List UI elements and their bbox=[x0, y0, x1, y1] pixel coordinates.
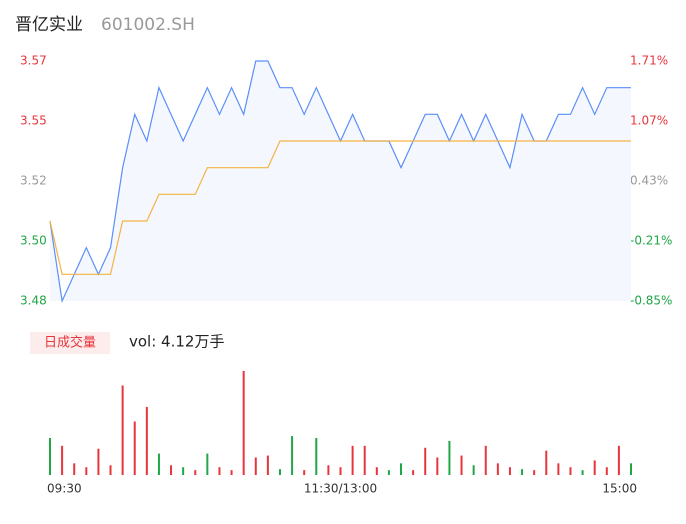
volume-bar bbox=[617, 445, 620, 475]
volume-legend-box bbox=[30, 332, 110, 354]
volume-bar bbox=[605, 467, 608, 475]
volume-bar bbox=[460, 455, 463, 475]
volume-bar bbox=[557, 463, 560, 475]
volume-bar bbox=[278, 469, 281, 475]
volume-bar bbox=[303, 470, 306, 475]
volume-bar bbox=[375, 467, 378, 475]
volume-bar bbox=[218, 467, 221, 475]
volume-bar bbox=[266, 455, 269, 475]
volume-bar bbox=[170, 465, 173, 475]
volume-bar bbox=[436, 457, 439, 475]
volume-bar bbox=[254, 457, 257, 475]
volume-bar bbox=[581, 470, 584, 475]
y2-tick-label: 0.43% bbox=[630, 174, 668, 188]
volume-bar bbox=[133, 421, 136, 475]
volume-bar bbox=[85, 467, 88, 475]
volume-bar bbox=[351, 445, 354, 475]
y2-tick-label: -0.21% bbox=[630, 234, 672, 248]
volume-bar bbox=[569, 467, 572, 475]
volume-bar bbox=[424, 447, 427, 475]
volume-bar bbox=[315, 438, 318, 475]
volume-bar bbox=[400, 463, 403, 475]
x-tick-label: 09:30 bbox=[47, 482, 82, 496]
y2-tick-label: 1.71% bbox=[630, 54, 668, 68]
volume-bar bbox=[49, 438, 51, 475]
volume-bar bbox=[363, 445, 366, 475]
volume-bar bbox=[339, 467, 342, 475]
volume-bar bbox=[472, 465, 475, 475]
volume-bar bbox=[593, 460, 596, 475]
volume-bar bbox=[387, 470, 390, 475]
volume-bar bbox=[508, 467, 511, 475]
avg-line bbox=[49, 140, 631, 275]
volume-bar bbox=[206, 453, 209, 475]
y-tick-label: 3.57 bbox=[20, 54, 47, 68]
volume-bar bbox=[630, 463, 632, 475]
chart-subtitle: 601002.SH bbox=[101, 15, 195, 35]
volume-bar bbox=[484, 445, 487, 475]
volume-bar bbox=[242, 370, 245, 475]
volume-bar bbox=[448, 440, 451, 475]
volume-bar bbox=[109, 465, 112, 475]
chart-title: 晋亿实业 bbox=[15, 15, 83, 35]
volume-bar bbox=[327, 465, 330, 475]
volume-bar bbox=[194, 470, 197, 475]
x-tick-label: 11:30/13:00 bbox=[304, 482, 377, 496]
x-tick-label: 15:00 bbox=[602, 482, 637, 496]
volume-legend: 日成交量 bbox=[44, 335, 96, 351]
y-tick-label: 3.52 bbox=[20, 174, 47, 188]
y-tick-label: 3.50 bbox=[20, 234, 47, 248]
volume-bar bbox=[97, 448, 100, 475]
volume-bar bbox=[521, 469, 524, 475]
volume-bar bbox=[145, 406, 148, 475]
volume-bar bbox=[61, 445, 64, 475]
volume-bar bbox=[182, 467, 185, 475]
y-tick-label: 3.48 bbox=[20, 294, 47, 308]
y-tick-label: 3.55 bbox=[20, 114, 47, 128]
volume-bar bbox=[230, 470, 233, 475]
volume-bar bbox=[157, 453, 160, 475]
volume-bar bbox=[533, 470, 536, 475]
price-area bbox=[50, 61, 631, 301]
y2-tick-label: -0.85% bbox=[630, 294, 672, 308]
volume-bar bbox=[121, 385, 124, 475]
volume-bar bbox=[412, 470, 415, 475]
volume-bar bbox=[73, 463, 76, 475]
y2-tick-label: 1.07% bbox=[630, 114, 668, 128]
volume-bar bbox=[496, 463, 499, 475]
volume-bar bbox=[545, 450, 548, 475]
volume-total: vol: 4.12万手 bbox=[129, 333, 224, 351]
volume-bar bbox=[291, 436, 294, 475]
